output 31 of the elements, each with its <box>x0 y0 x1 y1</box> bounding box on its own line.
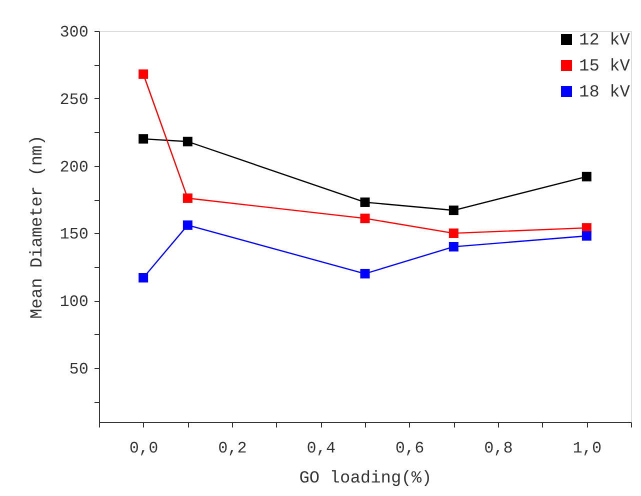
point <box>448 206 458 216</box>
point <box>182 136 192 146</box>
x-tick-label: 1,0 <box>572 440 602 458</box>
legend-label: 15 kV <box>579 58 631 76</box>
y-tick-label: 200 <box>60 158 88 176</box>
point <box>360 268 370 278</box>
point <box>182 193 192 203</box>
x-axis-title: GO loading(%) <box>299 470 432 488</box>
point <box>582 231 592 241</box>
y-tick-label: 50 <box>69 360 88 379</box>
legend-label: 12 kV <box>579 32 631 50</box>
point <box>582 172 592 182</box>
y-tick-label: 250 <box>60 90 88 109</box>
y-tick-label: 100 <box>60 293 88 312</box>
x-tick-label: 0,2 <box>218 440 247 458</box>
x-tick-label: 0,8 <box>484 440 513 458</box>
point <box>360 197 370 207</box>
point <box>182 220 192 230</box>
point <box>360 214 370 224</box>
point <box>138 134 148 144</box>
point <box>448 242 458 252</box>
y-tick-label: 300 <box>60 24 88 42</box>
y-tick-label: 150 <box>60 226 88 244</box>
point <box>138 69 148 79</box>
y-axis-title: Mean Diameter (nm) <box>28 135 48 319</box>
x-tick-label: 0,6 <box>395 440 424 458</box>
point <box>448 228 458 238</box>
x-tick-label: 0,0 <box>129 440 158 458</box>
x-tick-label: 0,4 <box>306 440 336 458</box>
point <box>138 272 148 282</box>
legend-label: 18 kV <box>579 84 631 102</box>
